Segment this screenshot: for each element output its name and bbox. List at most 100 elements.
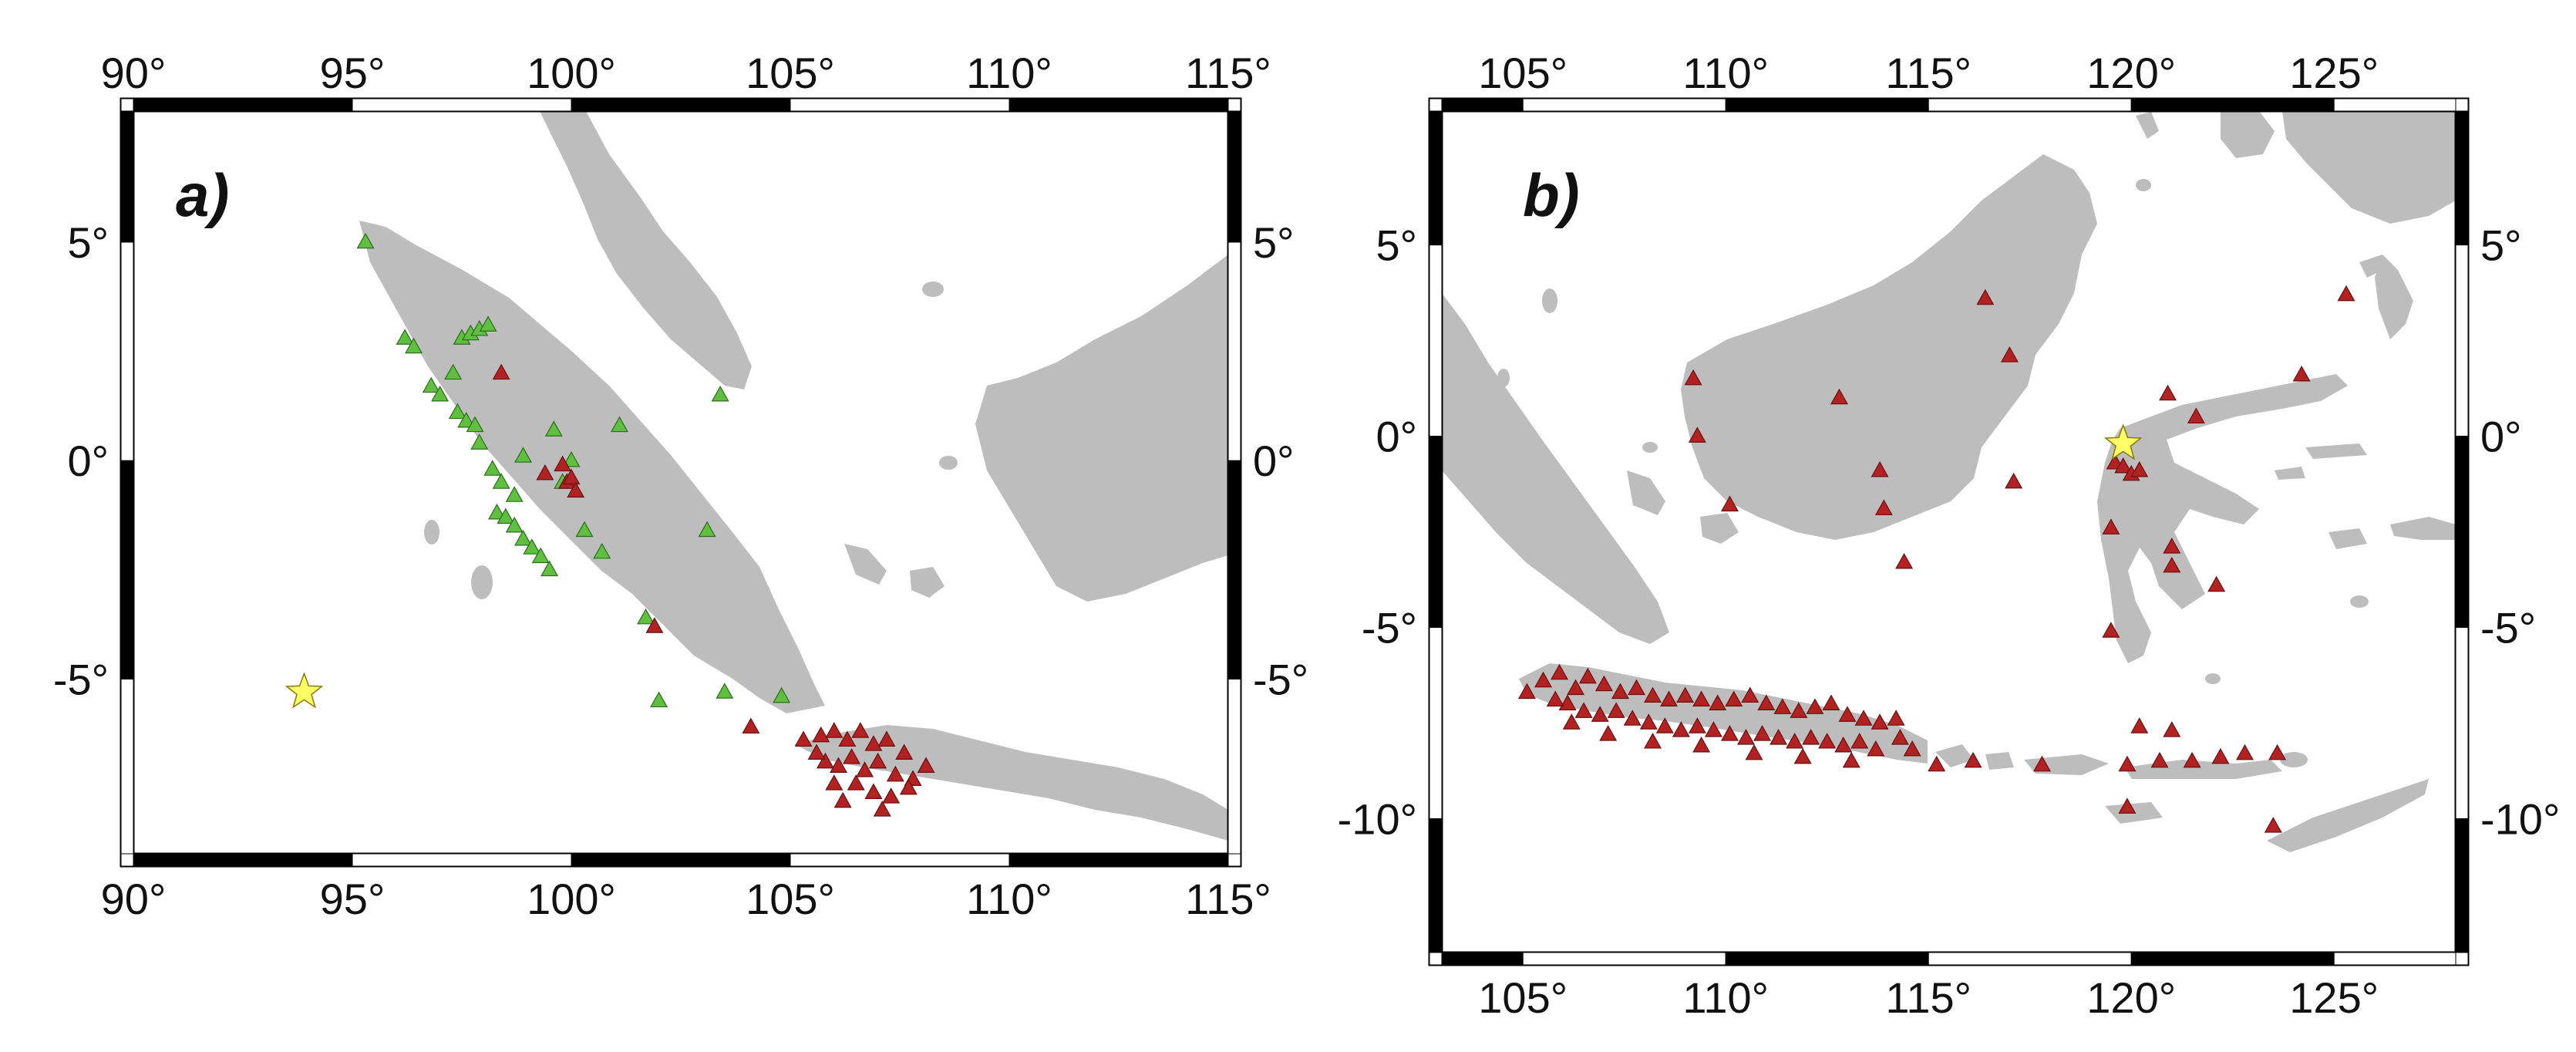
landmass-sulawesi (2097, 374, 2348, 663)
lat-tick-label-right: 0° (2480, 413, 2522, 461)
station-red-marker (1903, 740, 1921, 757)
lon-tick-label-top: 110° (1682, 49, 1769, 97)
station-red-marker (1709, 694, 1727, 710)
lon-tick-label-top: 105° (1478, 49, 1567, 97)
station-green-marker (457, 411, 476, 428)
station-red-marker (899, 778, 918, 795)
station-red-marker (816, 752, 834, 769)
landmass-bangka (1627, 470, 1665, 515)
frame-corner (1429, 98, 1443, 112)
frame-band-segment (1441, 98, 1524, 112)
station-green-marker (514, 529, 532, 546)
frame-band-segment (133, 98, 353, 112)
landmass-malay-peninsula (540, 111, 752, 389)
station-red-marker (1655, 717, 1674, 733)
lat-tick-label-left: -10° (1338, 794, 1417, 843)
station-green-marker (575, 521, 594, 538)
station-green-marker (422, 376, 440, 393)
station-red-marker (1850, 733, 1869, 749)
lon-tick-label-bottom: 105° (746, 875, 835, 923)
station-red-marker (1692, 736, 1711, 753)
frame-corner (2455, 952, 2469, 966)
station-red-marker (794, 730, 813, 747)
frame-corner (120, 853, 134, 867)
station-red-marker (1676, 686, 1695, 703)
station-red-marker (1741, 686, 1759, 703)
map-frame-a (120, 97, 1242, 868)
station-green-marker (466, 416, 484, 433)
station-green-marker (470, 433, 489, 450)
station-red-marker (1753, 725, 1772, 741)
landmass-bali (1935, 744, 1974, 767)
station-red-marker (1644, 686, 1662, 703)
station-red-marker (1725, 690, 1743, 707)
landmass-banggai (2275, 467, 2305, 480)
station-red-marker (877, 730, 896, 747)
station-red-marker (1672, 721, 1690, 737)
station-green-marker (698, 521, 716, 538)
lon-tick-label-bottom: 110° (1682, 973, 1769, 1022)
frame-band-segment (1227, 241, 1241, 461)
lon-tick-label-top: 120° (2086, 49, 2176, 97)
frame-band-segment (2130, 98, 2335, 112)
station-red-marker (1745, 743, 1763, 760)
frame-band-segment (790, 853, 1010, 867)
station-red-marker (1822, 694, 1840, 710)
map-panel-b: b) 105°105°110°110°115°115°120°120°125°1… (1338, 49, 2561, 1022)
epicenter-marker-a (285, 672, 324, 709)
lon-tick-label-top: 115° (1885, 49, 1972, 97)
frame-band-segment (120, 110, 134, 243)
frame-band-segment (1522, 98, 1726, 112)
station-red-marker (1895, 552, 1914, 569)
station-red-marker (1842, 751, 1860, 768)
station-red-marker (2159, 384, 2177, 401)
station-green-marker (593, 542, 611, 559)
lat-tick-label-right: 0° (1253, 437, 1295, 485)
frame-band-segment (1928, 952, 2132, 966)
station-red-marker (851, 722, 870, 738)
station-red-marker (1790, 702, 1808, 718)
station-red-marker (1786, 733, 1804, 749)
station-red-marker (1607, 702, 1625, 718)
landmass-islet (939, 456, 958, 470)
frame-band-segment (120, 678, 134, 855)
lat-tick-label-right: -5° (1253, 655, 1308, 703)
lon-tick-label-top: 95° (320, 49, 386, 97)
lat-tick-label-right: 5° (1253, 218, 1295, 267)
station-red-marker (895, 743, 914, 760)
station-green-marker (711, 385, 729, 402)
station-red-marker (2118, 755, 2137, 772)
station-red-marker (1793, 747, 1812, 764)
station-red-marker (2337, 285, 2355, 302)
landmass-islet (1497, 369, 1510, 387)
station-red-marker (847, 774, 865, 791)
landmass-borneo (975, 255, 1228, 602)
station-red-marker (645, 617, 664, 633)
station-red-marker (807, 743, 826, 760)
station-green-marker (650, 691, 668, 708)
station-red-marker (2163, 556, 2181, 573)
frame-band-segment (1441, 952, 1524, 966)
station-red-marker (833, 791, 852, 808)
station-red-marker (1891, 729, 1909, 745)
lat-tick-label-left: 0° (67, 437, 109, 485)
station-red-marker (2005, 472, 2023, 489)
frame-band-segment (571, 98, 791, 112)
station-red-marker (1534, 671, 1552, 688)
station-red-marker (2163, 721, 2181, 737)
lon-tick-label-bottom: 115° (1185, 875, 1271, 923)
landmass-sula (2305, 443, 2367, 459)
panel-label-b: b) (1523, 161, 1580, 229)
station-red-marker (830, 757, 847, 774)
station-red-marker (1574, 702, 1593, 718)
station-green-marker (531, 547, 550, 564)
station-red-marker (2118, 797, 2137, 814)
station-red-marker (2264, 817, 2282, 833)
landmass-mindanao (2221, 111, 2275, 158)
station-red-marker (2183, 751, 2201, 768)
lon-tick-label-bottom: 95° (320, 875, 386, 923)
lon-tick-label-top: 115° (1185, 49, 1271, 97)
station-red-marker (1964, 751, 1982, 768)
station-green-marker (356, 232, 375, 249)
landmass-alor (2280, 752, 2308, 767)
